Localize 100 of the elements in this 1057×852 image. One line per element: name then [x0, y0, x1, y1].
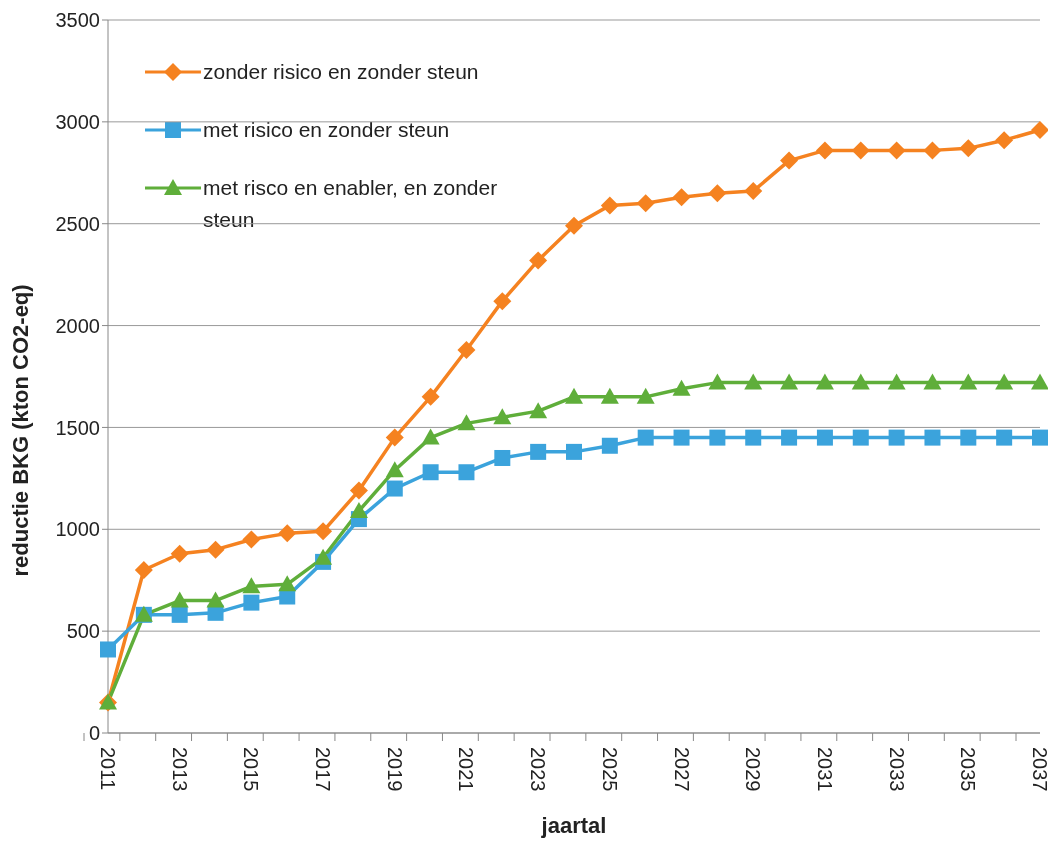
point: [780, 151, 799, 170]
y-tick-label: 0: [88, 722, 100, 745]
y-tick-label: 2500: [55, 212, 100, 235]
point: [565, 387, 583, 404]
point: [421, 428, 440, 445]
point: [100, 641, 116, 658]
point: [566, 443, 582, 460]
point: [242, 530, 261, 549]
legend-label: zonder risico en zonder steun: [203, 59, 479, 85]
point: [314, 548, 333, 565]
y-tick-label: 1500: [55, 416, 100, 439]
point: [206, 540, 225, 559]
point: [458, 464, 475, 481]
x-tick-label: 2033: [885, 747, 908, 792]
point: [636, 194, 655, 213]
legend-label: met risco en enabler, en zonder steun: [203, 175, 499, 233]
y-tick-label: 1000: [55, 518, 100, 541]
point: [815, 141, 834, 160]
point: [134, 561, 153, 580]
point: [923, 141, 942, 160]
point: [529, 402, 548, 419]
point: [601, 437, 618, 454]
point: [457, 414, 476, 431]
point: [708, 373, 727, 390]
point: [314, 522, 333, 541]
point: [996, 429, 1013, 446]
point: [887, 373, 906, 390]
point: [815, 373, 834, 390]
x-tick-label: 2021: [455, 747, 478, 792]
point: [278, 524, 297, 543]
point: [888, 429, 905, 446]
point: [170, 591, 189, 608]
point: [530, 443, 547, 460]
point: [672, 188, 691, 207]
point: [781, 429, 798, 446]
y-tick-label: 2000: [55, 314, 100, 337]
point: [744, 373, 763, 390]
x-tick-label: 2017: [312, 747, 335, 792]
x-tick-label: 2037: [1029, 747, 1051, 792]
point: [1032, 429, 1048, 446]
point: [600, 196, 619, 215]
point: [1031, 121, 1048, 140]
y-tick-label: 3000: [55, 110, 100, 133]
point: [852, 429, 869, 446]
y-axis-title: reductie BKG (kton CO2-eq): [7, 284, 33, 577]
point: [493, 292, 512, 311]
point: [673, 429, 690, 446]
point: [672, 379, 691, 396]
x-tick-label: 2023: [527, 747, 550, 792]
point: [422, 464, 439, 481]
point: [923, 373, 942, 390]
x-tick-label: 2013: [168, 747, 191, 792]
point: [995, 373, 1014, 390]
point: [349, 501, 368, 518]
point: [206, 591, 225, 608]
point: [924, 429, 941, 446]
point: [709, 429, 726, 446]
point: [170, 544, 189, 563]
x-tick-label: 2015: [240, 747, 263, 792]
point: [493, 408, 512, 425]
point: [349, 481, 368, 500]
point: [529, 251, 548, 270]
x-tick-label: 2031: [813, 747, 836, 792]
point: [243, 594, 260, 611]
point: [851, 141, 870, 160]
point: [242, 577, 261, 594]
x-tick-label: 2029: [742, 747, 765, 792]
point: [385, 428, 404, 447]
point: [600, 387, 619, 404]
point: [780, 373, 799, 390]
point: [960, 429, 977, 446]
x-tick-label: 2019: [383, 747, 406, 792]
point: [385, 461, 404, 478]
point: [386, 480, 403, 497]
point: [995, 131, 1014, 150]
x-tick-label: 2025: [598, 747, 621, 792]
point: [171, 606, 188, 623]
point: [959, 139, 978, 158]
point: [816, 429, 833, 446]
y-tick-label: 500: [66, 620, 100, 643]
legend-label: met risico en zonder steun: [203, 117, 450, 143]
point: [851, 373, 870, 390]
point: [708, 184, 727, 203]
x-axis-title: jaartal: [540, 813, 607, 838]
x-tick-label: 2011: [97, 747, 119, 791]
point: [636, 387, 655, 404]
point: [565, 216, 583, 235]
point: [745, 429, 762, 446]
point: [744, 182, 763, 201]
x-tick-label: 2035: [957, 747, 980, 792]
point: [637, 429, 654, 446]
point: [887, 141, 906, 160]
point: [494, 449, 511, 466]
point: [959, 373, 978, 390]
point: [278, 575, 297, 592]
x-tick-label: 2027: [670, 747, 693, 792]
y-tick-label: 3500: [55, 9, 100, 32]
point: [1031, 373, 1048, 390]
point: [421, 387, 440, 406]
point: [457, 341, 476, 360]
